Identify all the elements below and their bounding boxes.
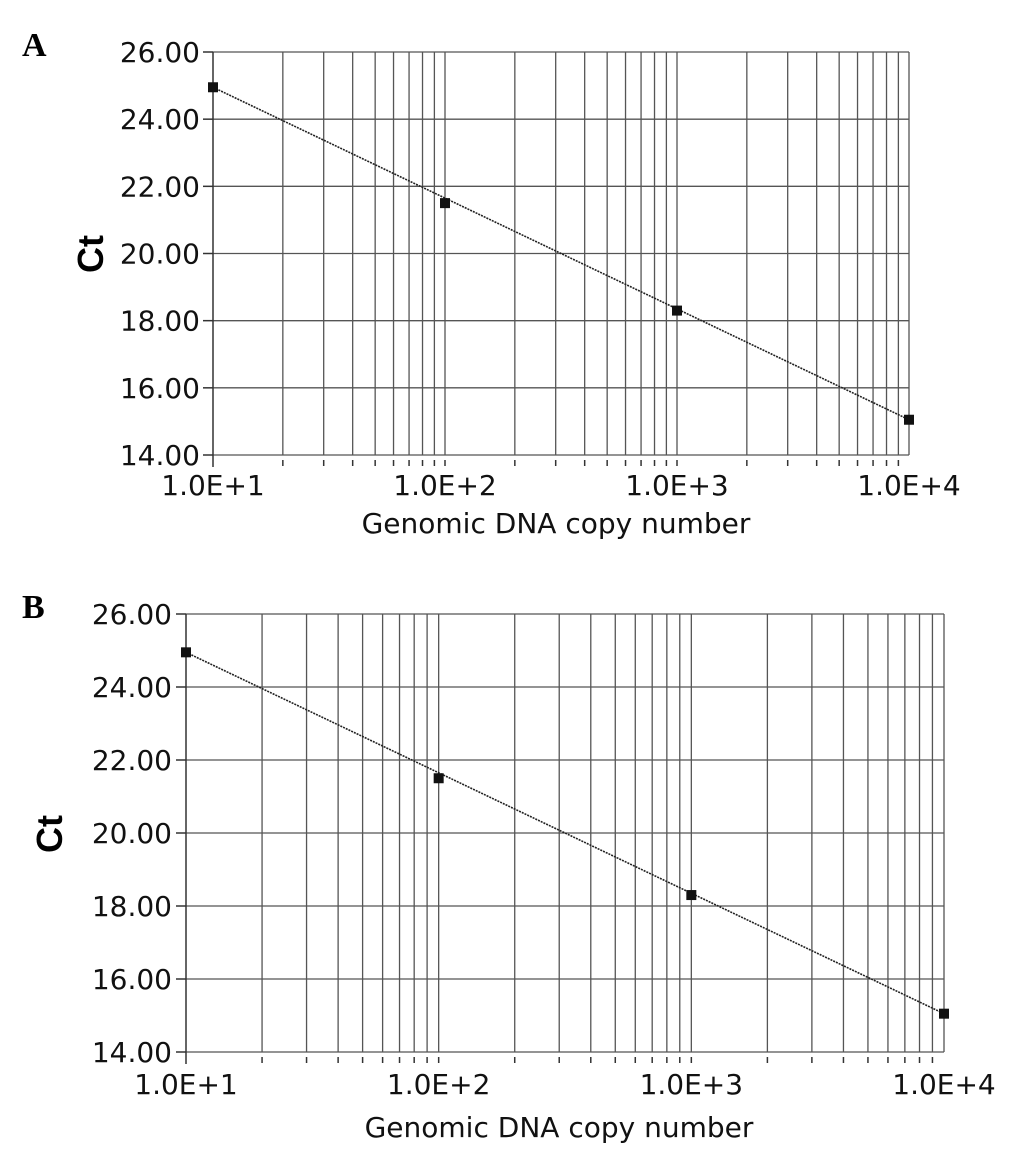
- y-tick-label: 22.00: [92, 744, 172, 777]
- panel-a: A 26.0024.0022.0020.0018.0016.0014.001.0E…: [22, 27, 961, 540]
- panel-letter: A: [22, 27, 47, 64]
- data-point: [433, 773, 444, 784]
- standard-curve-line: [185, 651, 945, 1015]
- panel-b: B 26.0024.0022.0020.0018.0016.0014.001.0E…: [22, 589, 996, 1144]
- x-tick-label: 1.0E+4: [857, 469, 961, 502]
- y-tick-label: 26.00: [120, 36, 200, 69]
- data-point: [939, 1008, 949, 1019]
- y-tick-label: 14.00: [92, 1036, 172, 1069]
- data-point: [904, 414, 914, 425]
- y-tick-label: 22.00: [120, 170, 200, 203]
- y-tick-label: 26.00: [92, 598, 172, 631]
- y-tick-label: 24.00: [120, 103, 200, 136]
- standard-curve-line: [212, 86, 910, 421]
- data-point: [208, 82, 218, 93]
- y-axis-title: Ct: [70, 235, 111, 273]
- x-tick-label: 1.0E+1: [134, 1068, 238, 1101]
- y-tick-label: 16.00: [92, 963, 172, 996]
- y-tick-label: 18.00: [92, 890, 172, 923]
- y-tick-label: 24.00: [92, 671, 172, 704]
- y-tick-label: 20.00: [92, 817, 172, 850]
- y-tick-label: 14.00: [120, 439, 200, 472]
- y-tick-label: 16.00: [120, 372, 200, 405]
- data-point: [181, 647, 191, 658]
- x-axis-title: Genomic DNA copy number: [362, 507, 751, 540]
- x-tick-label: 1.0E+1: [161, 469, 265, 502]
- x-tick-label: 1.0E+2: [387, 1068, 491, 1101]
- x-tick-label: 1.0E+2: [393, 469, 497, 502]
- x-axis-title: Genomic DNA copy number: [365, 1111, 754, 1144]
- x-tick-label: 1.0E+4: [892, 1068, 996, 1101]
- data-point: [672, 305, 682, 316]
- x-tick-label: 1.0E+3: [625, 469, 729, 502]
- panel-letter: B: [22, 589, 45, 626]
- y-axis-title: Ct: [29, 815, 70, 853]
- x-tick-label: 1.0E+3: [640, 1068, 744, 1101]
- y-tick-label: 20.00: [120, 238, 200, 271]
- y-tick-label: 18.00: [120, 305, 200, 338]
- data-point: [686, 890, 697, 901]
- data-point: [440, 198, 450, 209]
